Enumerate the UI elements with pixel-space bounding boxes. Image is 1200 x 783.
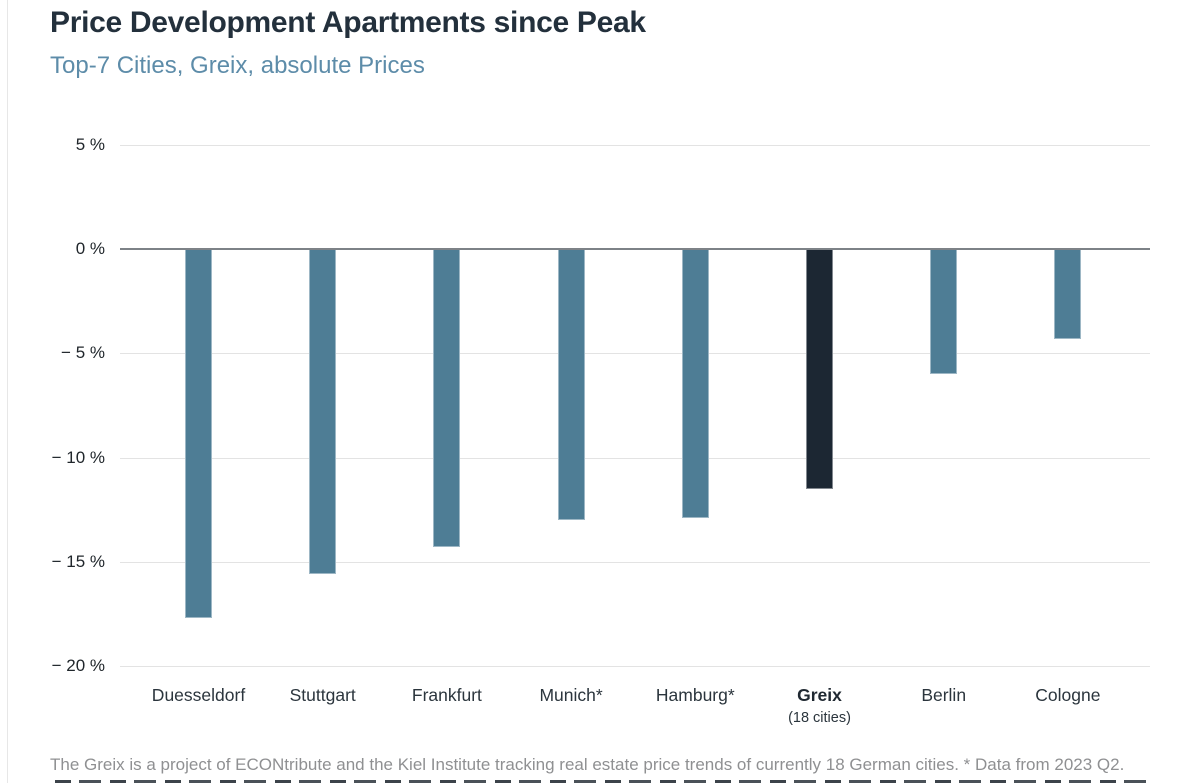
y-axis-tick-label: − 20 % — [51, 656, 105, 675]
page-subtitle: Top-7 Cities, Greix, absolute Prices — [50, 52, 425, 79]
zero-axis-line — [120, 248, 1150, 251]
x-axis-label-duesseldorf: Duesseldorf — [151, 685, 246, 705]
x-axis-label-cologne: Cologne — [1035, 685, 1101, 705]
gridline — [120, 666, 1150, 667]
bar-cologne — [1054, 249, 1082, 339]
chart-footnote: The Greix is a project of ECONtribute an… — [50, 755, 1125, 774]
page-title: Price Development Apartments since Peak — [50, 6, 646, 39]
gridline — [120, 353, 1150, 355]
bar-hamburg — [681, 249, 709, 519]
clipped-next-section-text — [55, 780, 1155, 783]
page-edge-divider — [7, 0, 8, 783]
x-axis-label-greix: Greix — [797, 685, 842, 705]
y-axis-tick-label: 5 % — [75, 135, 105, 154]
bar-greix — [806, 249, 833, 489]
gridline — [120, 457, 1150, 459]
bar-stuttgart — [309, 249, 337, 575]
bar-munich — [557, 249, 585, 521]
y-axis-tick-label: 0 % — [75, 239, 105, 259]
y-axis-tick-label: − 15 % — [51, 551, 105, 571]
x-axis-label-berlin: Berlin — [921, 685, 967, 705]
y-axis-tick-label: − 5 % — [61, 343, 105, 363]
x-axis-sublabel-greix: (18 cities) — [788, 710, 851, 726]
x-axis-label-frankfurt: Frankfurt — [411, 685, 482, 705]
x-axis-label-munich: Munich* — [539, 685, 603, 705]
bar-frankfurt — [433, 249, 461, 548]
gridline — [120, 145, 1150, 146]
y-axis-tick-label: − 10 % — [51, 447, 105, 467]
x-axis-label-stuttgart: Stuttgart — [289, 685, 356, 705]
bar-duesseldorf — [185, 249, 212, 619]
gridline — [120, 561, 1150, 563]
bar-berlin — [930, 249, 958, 375]
x-axis-label-hamburg: Hamburg* — [655, 685, 735, 705]
